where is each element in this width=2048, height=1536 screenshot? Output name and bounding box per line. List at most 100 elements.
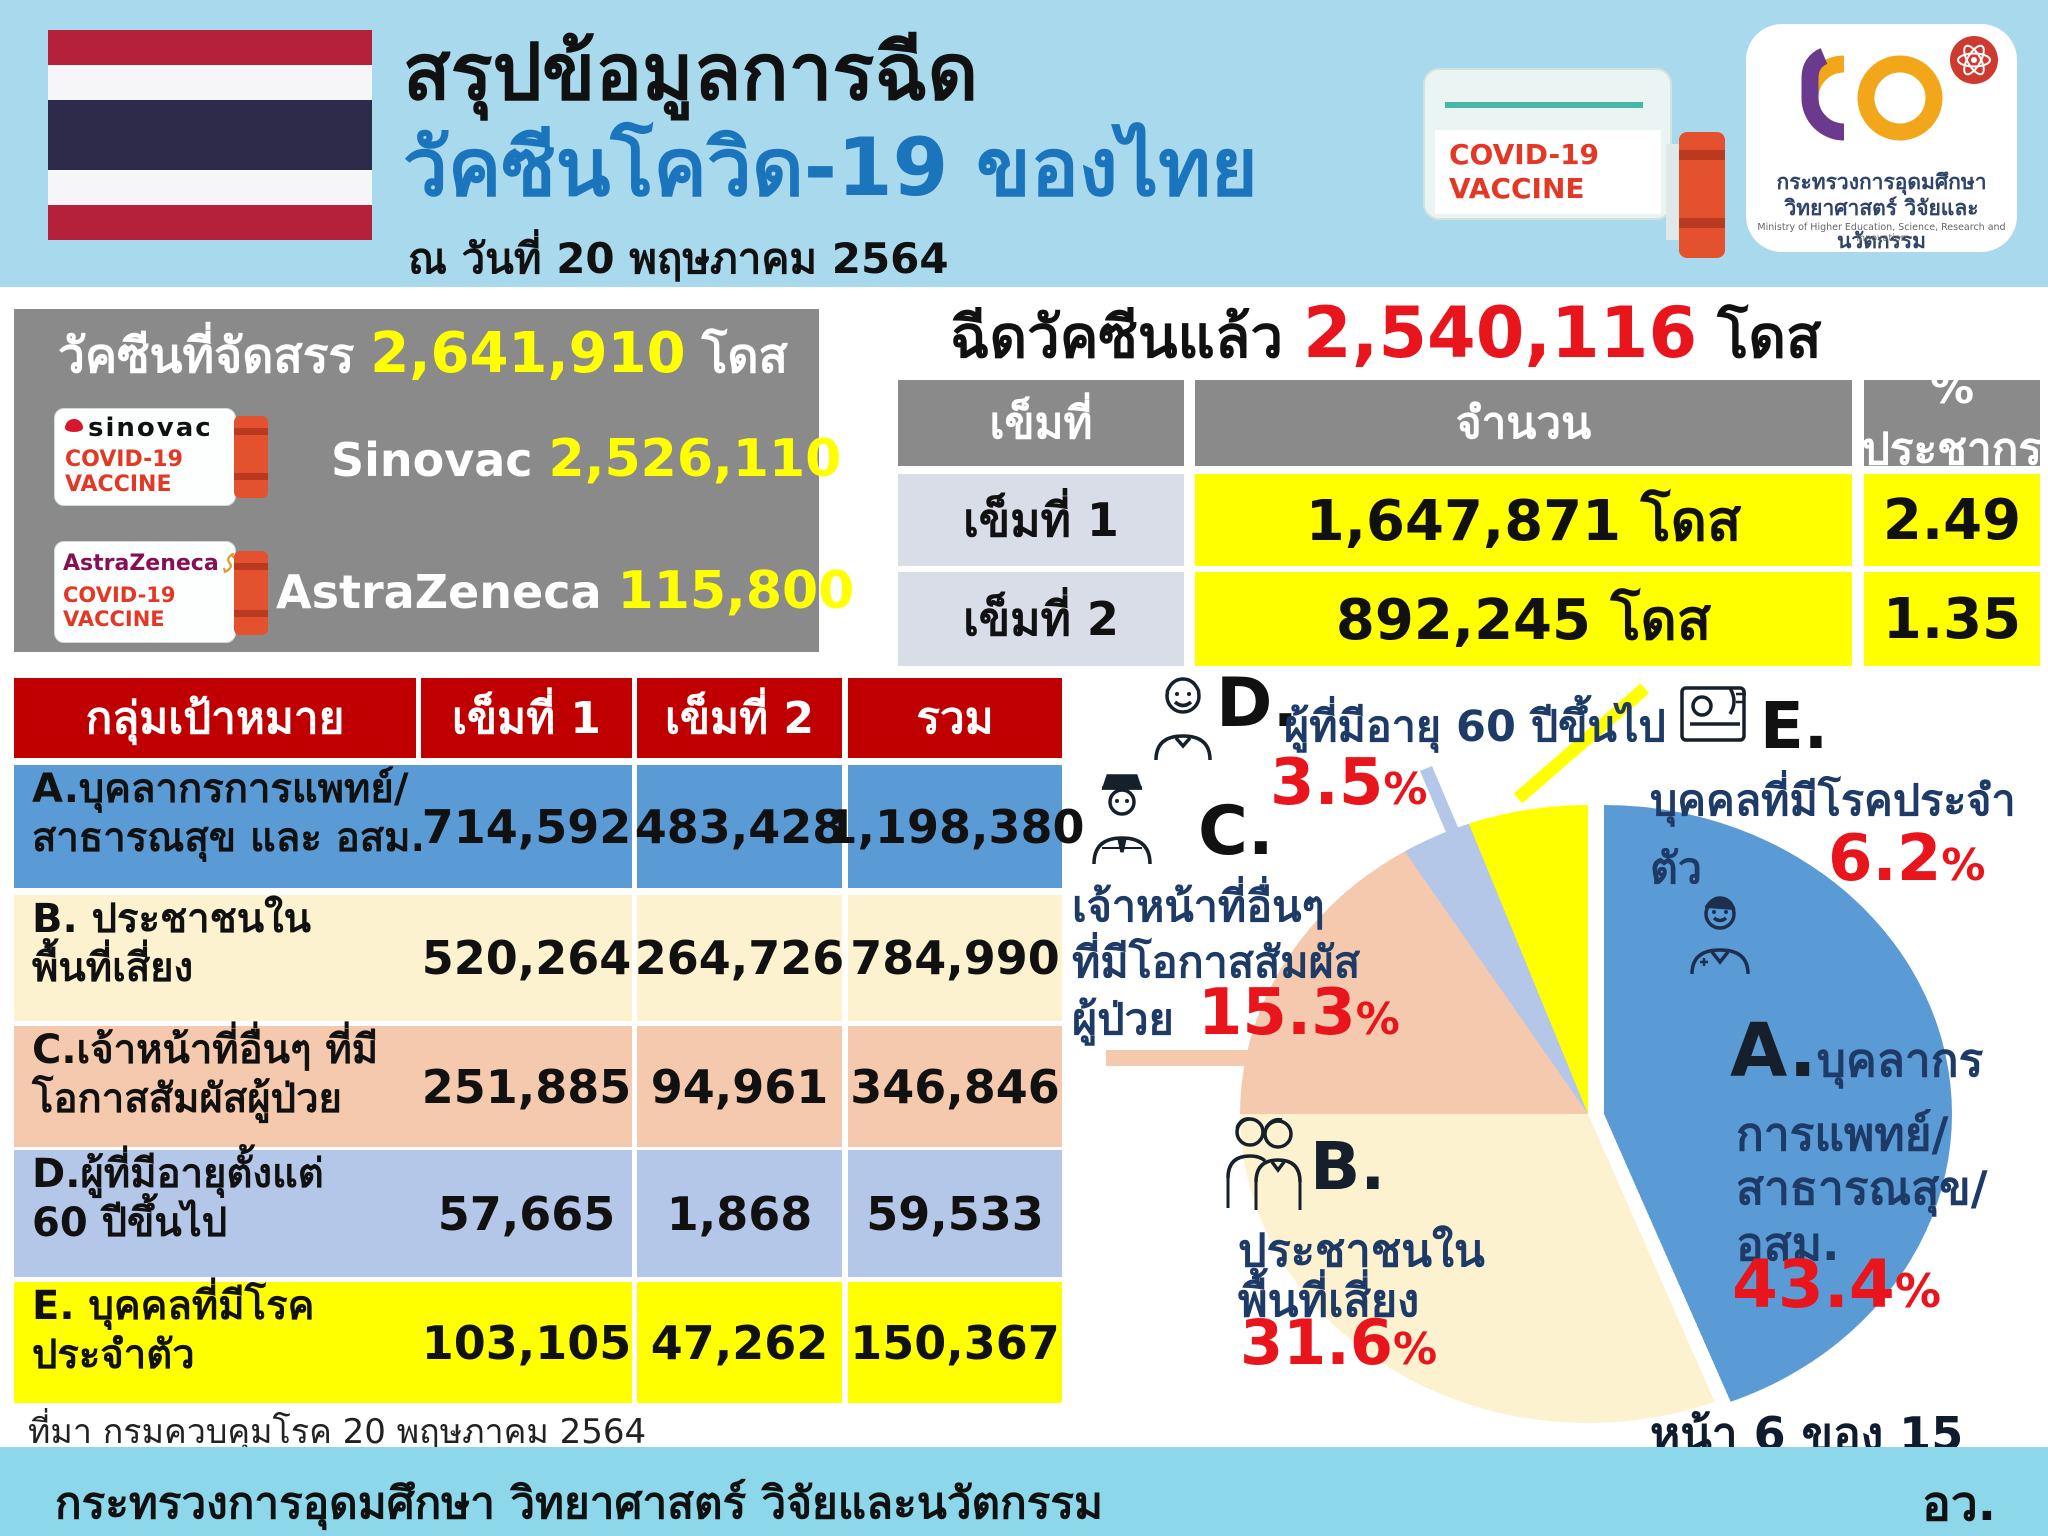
injected-prefix: ฉีดวัคซีนแล้ว: [950, 303, 1284, 371]
pie-label-a-line4: อสม.: [1736, 1217, 1840, 1271]
pie-label-e-letter: E.: [1760, 690, 1829, 764]
group-row-b-d1: 520,264: [421, 895, 632, 1021]
allocation-prefix: วัคซีนที่จัดสรร: [58, 328, 355, 384]
injected-row2-amount: 892,245 โดส: [1195, 572, 1852, 666]
injected-header-dose: เข็มที่: [898, 380, 1184, 466]
flag-stripe-red: [48, 30, 372, 65]
police-officer-icon: [1092, 774, 1152, 865]
flag-stripe-navy: [48, 100, 372, 170]
group-row-c-line1: C.เจ้าหน้าที่อื่นๆ ที่มี: [32, 1027, 379, 1073]
sinovac-vial-line2: VACCINE: [65, 472, 172, 497]
group-row-c-d2: 94,961: [637, 1026, 842, 1147]
group-row-e-label: E. บุคคลที่มีโรค ประจำตัว: [14, 1282, 434, 1403]
pie-label-c-pct-value: 15.3: [1197, 976, 1356, 1050]
group-row-b-line1: B. ประชาชนใน: [32, 896, 311, 942]
pie-label-c-letter: C.: [1198, 792, 1274, 871]
pie-label-a-pct-value: 43.4: [1732, 1246, 1895, 1323]
group-row-c-label: C.เจ้าหน้าที่อื่นๆ ที่มี โอกาสสัมผัสผู้ป…: [14, 1026, 434, 1147]
sinovac-vial-brand: sinovac: [88, 413, 213, 443]
pie-label-a-line3: สาธารณสุข/: [1736, 1161, 1988, 1215]
sinovac-row: Sinovac 2,526,110 โดส: [331, 424, 940, 497]
atom-badge-icon: [1950, 36, 1998, 84]
pie-label-d-letter: D.: [1216, 664, 1299, 743]
source-note: ที่มา กรมควบคุมโรค 20 พฤษภาคม 2564: [28, 1412, 647, 1452]
sinovac-vial: sinovac COVID-19 VACCINE: [54, 408, 268, 506]
pie-label-a-title: A. บุคลากร: [1730, 1008, 1983, 1097]
pie-label-b-letter: B.: [1310, 1128, 1386, 1205]
group-row-a-d1: 714,592: [421, 765, 632, 888]
group-row-a-total: 1,198,380: [826, 765, 1085, 888]
group-row-e-total: 150,367: [848, 1282, 1062, 1403]
page-title-line2: วัคซีนโควิด-19 ของไทย: [403, 121, 1258, 214]
flag-stripe-red: [48, 205, 372, 240]
astrazeneca-brand: AstraZeneca: [276, 565, 602, 619]
pie-slice-a-exploded: [1256, 805, 1952, 1423]
footer-bar: [0, 1447, 2048, 1536]
pie-label-b-pct-value: 31.6: [1240, 1306, 1393, 1379]
pie-label-e-pct-sign: %: [1941, 840, 1986, 891]
vial-label-line1: COVID-19: [1449, 138, 1600, 172]
doctor-icon: [1690, 896, 1750, 975]
group-row-c-d1: 251,885: [421, 1026, 632, 1147]
pie-label-d-text: ผู้ที่มีอายุ 60 ปีขึ้นไป: [1284, 702, 1666, 752]
covid-vaccine-vial-illustration: COVID-19 VACCINE: [1423, 60, 1725, 258]
pie-label-d-pct-value: 3.5: [1270, 746, 1384, 820]
group-row-b-total: 784,990: [848, 895, 1062, 1021]
astrazeneca-vial-brand: AstraZeneca: [63, 550, 219, 576]
injected-title: ฉีดวัคซีนแล้ว 2,540,116 โดส: [950, 290, 1821, 383]
group-row-a-line1: A.บุคลากรการแพทย์/: [32, 766, 409, 812]
injected-row2-percent: 1.35: [1864, 572, 2040, 666]
pie-label-c-tail: ผู้ป่วย: [1072, 995, 1174, 1045]
astrazeneca-logo-icon: [222, 552, 235, 574]
astrazeneca-vial-line1: COVID-19: [63, 583, 176, 607]
ministry-logo-thai1: กระทรวงการอุดมศึกษา: [1776, 170, 1987, 194]
vial-liquid-line: [1445, 102, 1643, 108]
group-row-a-line2: สาธารณสุข และ อสม.: [32, 814, 426, 861]
injected-row1-amount: 1,647,871 โดส: [1195, 474, 1852, 566]
injected-header-percent: % ประชากร: [1861, 362, 2043, 475]
sinovac-vial-line1: COVID-19: [65, 447, 183, 472]
injected-row2-label: เข็มที่ 2: [898, 572, 1184, 666]
group-row-e-d1: 103,105: [421, 1282, 632, 1403]
pie-label-b-line1: ประชาชนใน: [1238, 1224, 1485, 1277]
two-people-icon: [1226, 1117, 1302, 1210]
footer-abbrev: อว.: [1922, 1476, 1997, 1532]
group-row-b-label: B. ประชาชนใน พื้นที่เสี่ยง: [14, 895, 434, 1021]
pie-label-b-line2: พื้นที่เสี่ยง: [1238, 1274, 1420, 1327]
injected-row1-label: เข็มที่ 1: [898, 474, 1184, 566]
pie-label-c-pct-sign: %: [1355, 994, 1400, 1045]
astrazeneca-vial-line2: VACCINE: [63, 607, 165, 631]
ministry-logo-mark-icon: [1801, 48, 1943, 141]
pie-label-b-pct: 31.6 %: [1240, 1306, 1437, 1379]
group-row-c-total: 346,846: [848, 1026, 1062, 1147]
pie-label-a-letter: A.: [1730, 1008, 1817, 1094]
elderly-man-icon: [1154, 677, 1212, 761]
pie-label-c-line2: ที่มีโอกาสสัมผัส: [1072, 938, 1361, 988]
injected-value: 2,540,116: [1303, 292, 1698, 374]
vial-cap: [1679, 132, 1725, 258]
sinovac-vial-cap: [234, 416, 268, 498]
injected-row1-percent: 2.49: [1864, 474, 2040, 566]
astrazeneca-vial: AstraZeneca COVID-19 VACCINE: [54, 541, 268, 643]
allocation-title: วัคซีนที่จัดสรร 2,641,910 โดส: [58, 318, 788, 394]
thai-flag: [48, 30, 372, 240]
astrazeneca-vial-cap: [234, 551, 268, 635]
ministry-logo-thai2: วิทยาศาสตร์ วิจัยและนวัตกรรม: [1784, 196, 1979, 253]
group-row-e-d2: 47,262: [637, 1282, 842, 1403]
group-row-d-total: 59,533: [848, 1150, 1062, 1277]
pie-label-a-pct: 43.4 %: [1732, 1246, 1941, 1323]
pie-label-a-line2: การแพทย์/: [1736, 1107, 1949, 1161]
group-row-d-line2: 60 ปีขึ้นไป: [32, 1199, 228, 1246]
ministry-logo: กระทรวงการอุดมศึกษา วิทยาศาสตร์ วิจัยและ…: [1746, 24, 2017, 253]
astrazeneca-row: AstraZeneca 115,800 โดส: [276, 556, 953, 629]
sinovac-logo-icon: [65, 419, 83, 437]
group-row-d-d1: 57,665: [421, 1150, 632, 1277]
pie-label-a-pct-sign: %: [1894, 1264, 1941, 1318]
group-row-e-line1: E. บุคคลที่มีโรค: [32, 1283, 315, 1329]
pie-label-d-pct: 3.5 %: [1270, 746, 1427, 820]
pie-label-e-pct-value: 6.2: [1828, 822, 1942, 896]
groups-header-dose2: เข็มที่ 2: [637, 678, 842, 758]
flag-stripe-white: [48, 65, 372, 100]
group-row-c-line2: โอกาสสัมผัสผู้ป่วย: [32, 1075, 342, 1122]
